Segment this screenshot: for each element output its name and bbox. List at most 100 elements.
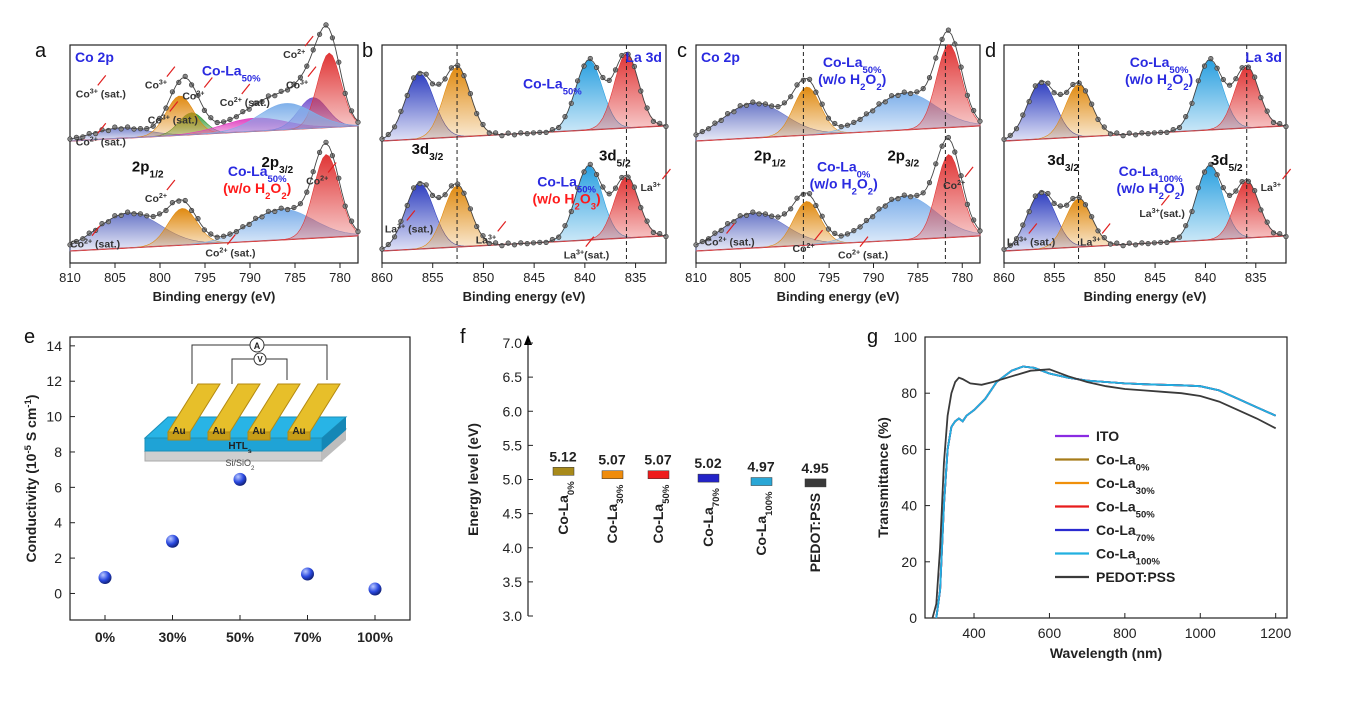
x-tick-label: 845 <box>1144 270 1166 285</box>
electrode-label: Au <box>252 426 265 437</box>
orbital-split-label: 2p1/2 <box>754 148 786 170</box>
lower-annotation: La3+ <box>1261 181 1281 194</box>
annotation-arrow <box>1282 168 1292 180</box>
upper-annotation: Co3+ (sat.) <box>76 87 126 100</box>
category-label: Co-La70% <box>700 488 722 547</box>
data-point <box>977 228 983 234</box>
annotation-arrow <box>166 179 176 191</box>
data-point <box>124 209 131 215</box>
y-tick-label: 7.0 <box>503 335 523 351</box>
y-axis-label: Energy level (eV) <box>465 423 481 536</box>
y-tick-label: 4.5 <box>503 506 523 522</box>
data-point <box>876 206 882 212</box>
annotation-arrow <box>497 221 507 232</box>
upper-envelope <box>69 25 359 140</box>
x-tick-label: 785 <box>284 270 306 285</box>
data-point <box>1132 242 1139 248</box>
data-point <box>870 108 876 114</box>
data-point <box>118 126 124 132</box>
x-tick-label: 70% <box>293 629 322 645</box>
sample-label-condition: (w/o H2O2) <box>818 71 886 93</box>
data-point <box>1139 240 1145 246</box>
annotation-arrow <box>859 236 869 248</box>
data-point <box>825 226 832 232</box>
energy-level-bar <box>552 467 575 476</box>
y-tick-label: 0 <box>909 610 917 626</box>
data-point <box>882 203 888 209</box>
x-tick-label: 1200 <box>1260 625 1291 641</box>
annotation-arrow <box>1160 194 1170 206</box>
panel-c: c 810 805 800 795 790 785 780 Binding energy (eV… <box>677 27 983 304</box>
x-tick-label: 780 <box>329 270 351 285</box>
orbital-split-label: 3d5/2 <box>1211 152 1243 174</box>
annotation-arrow <box>91 225 101 237</box>
x-axis-label: Wavelength (nm) <box>1050 645 1162 661</box>
data-point <box>355 119 361 125</box>
upper-annotation: Co3+ <box>286 79 308 92</box>
scatter-point <box>166 534 179 548</box>
data-point <box>355 228 361 235</box>
x-tick-label: 835 <box>1245 270 1267 285</box>
y-tick-label: 5.0 <box>503 472 523 488</box>
sample-label-condition: (w/o H2O2) <box>1117 180 1185 202</box>
x-axis-label: Binding energy (eV) <box>777 289 900 304</box>
lower-annotation: La3+ <box>640 181 660 194</box>
x-tick-label: 850 <box>1094 270 1116 285</box>
data-point <box>1283 233 1289 240</box>
x-tick-label: 850 <box>473 270 495 285</box>
panel-letter: g <box>867 326 878 348</box>
energy-value-label: 5.07 <box>598 452 625 468</box>
annotation-arrow <box>166 66 176 77</box>
x-tick-label: 795 <box>818 270 840 285</box>
y-tick-label: 6.0 <box>503 403 523 419</box>
energy-level-bar <box>697 473 720 483</box>
data-point <box>169 200 175 206</box>
sample-label: Co-La50% <box>823 54 882 76</box>
y-tick-label: 20 <box>901 554 917 570</box>
electrode-side <box>247 431 271 441</box>
x-tick-label: 50% <box>226 629 255 645</box>
y-tick-label: 6 <box>54 479 62 495</box>
lower-annotation: La3+ <box>476 233 496 246</box>
lower-annotation: La3+(sat.) <box>564 249 609 262</box>
x-tick-label: 855 <box>422 270 444 285</box>
fit-component-co2- <box>69 154 359 252</box>
x-tick-label: 845 <box>523 270 545 285</box>
lower-annotation: Co2+ (sat.) <box>70 238 120 251</box>
y-tick-label: 14 <box>46 338 62 354</box>
y-tick-label: 2 <box>54 550 62 566</box>
data-point <box>1283 123 1289 130</box>
energy-level-bar <box>804 478 827 488</box>
data-point <box>518 240 524 246</box>
data-point <box>794 195 800 201</box>
annotation-arrow <box>726 223 735 234</box>
y-tick-label: 5.5 <box>503 437 523 453</box>
x-tick-label: 400 <box>962 625 986 641</box>
panel-letter: c <box>677 40 687 62</box>
sample-label: Co-La50% <box>537 174 596 196</box>
lower-envelope <box>69 142 359 246</box>
panel-letter: f <box>460 326 466 348</box>
data-point <box>663 233 669 240</box>
data-point <box>1176 234 1183 240</box>
data-point <box>505 240 511 246</box>
data-point <box>650 118 657 124</box>
category-label: Co-La50% <box>650 484 672 543</box>
upper-annotation: Co2+ (sat.) <box>220 96 270 109</box>
orbital-split-label: 3d3/2 <box>1047 152 1079 174</box>
data-point <box>511 132 518 138</box>
annotation-arrow <box>814 229 824 241</box>
annotation-arrow <box>406 210 416 221</box>
legend-label: Co-La50% <box>1096 499 1155 521</box>
panel-a: a 810 805 800 795 790 785 780 Binding energy (eV… <box>35 22 361 304</box>
panel-title: La 3d <box>1245 49 1282 65</box>
legend-label: ITO <box>1096 428 1119 444</box>
upper-annotation: Co2+ <box>283 48 305 61</box>
x-tick-label: 785 <box>907 270 929 285</box>
x-tick-label: 800 <box>149 270 171 285</box>
x-tick-label: 860 <box>993 270 1015 285</box>
panel-e: e 0 2 4 6 8 10 12 14 0% 30% 50% 70% 100% Conductivity … <box>23 326 411 645</box>
energy-value-label: 4.97 <box>747 459 774 475</box>
y-axis-label: Conductivity (10-5 S cm-1) <box>23 395 40 563</box>
x-tick-label: 810 <box>685 270 707 285</box>
